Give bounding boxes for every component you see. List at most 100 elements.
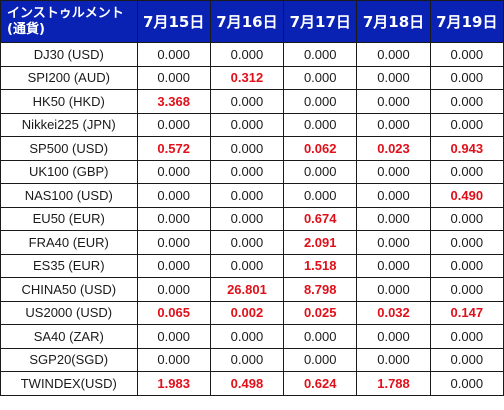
- dividend-value-cell: 0.000: [429, 42, 504, 67]
- table-row: US2000 (USD) 0.065 0.002 0.025 0.032 0.147: [0, 300, 504, 325]
- dividend-value-cell: 1.788: [356, 371, 431, 396]
- date-column-header: 7月18日: [356, 0, 431, 43]
- dividend-value-cell: 0.000: [283, 65, 358, 90]
- dividend-value-cell: 0.000: [136, 159, 211, 184]
- header-row: インストゥルメント (通貨) 7月15日 7月16日 7月17日 7月18日 7…: [0, 0, 504, 43]
- instrument-name-cell: CHINA50 (USD): [0, 277, 138, 302]
- table-row: SP500 (USD) 0.572 0.000 0.062 0.023 0.943: [0, 136, 504, 161]
- dividend-value-cell: 0.000: [356, 206, 431, 231]
- dividend-value-cell: 0.147: [429, 300, 504, 325]
- instrument-name-cell: UK100 (GBP): [0, 159, 138, 184]
- dividend-value-cell: 0.490: [429, 183, 504, 208]
- dividend-value-cell: 0.943: [429, 136, 504, 161]
- dividend-value-cell: 0.000: [136, 206, 211, 231]
- instrument-name-cell: US2000 (USD): [0, 300, 138, 325]
- dividend-value-cell: 0.000: [209, 253, 285, 278]
- table-header: インストゥルメント (通貨) 7月15日 7月16日 7月17日 7月18日 7…: [0, 0, 504, 43]
- instrument-name-cell: HK50 (HKD): [0, 89, 138, 114]
- dividend-value-cell: 0.000: [209, 206, 285, 231]
- dividend-value-cell: 26.801: [209, 277, 285, 302]
- dividend-value-cell: 0.000: [429, 112, 504, 137]
- dividend-value-cell: 0.000: [429, 89, 504, 114]
- table-row: SGP20(SGD) 0.000 0.000 0.000 0.000 0.000: [0, 347, 504, 372]
- dividend-value-cell: 0.000: [356, 253, 431, 278]
- dividend-value-cell: 0.000: [356, 42, 431, 67]
- dividend-value-cell: 0.000: [356, 112, 431, 137]
- date-column-header: 7月19日: [429, 0, 504, 43]
- instrument-name-cell: SP500 (USD): [0, 136, 138, 161]
- dividend-value-cell: 0.000: [209, 136, 285, 161]
- dividend-value-cell: 0.000: [209, 112, 285, 137]
- dividend-value-cell: 0.000: [136, 65, 211, 90]
- table-row: DJ30 (USD) 0.000 0.000 0.000 0.000 0.000: [0, 42, 504, 67]
- dividend-value-cell: 0.000: [209, 159, 285, 184]
- dividend-value-cell: 0.025: [283, 300, 358, 325]
- dividend-value-cell: 0.000: [283, 183, 358, 208]
- dividend-value-cell: 0.000: [136, 112, 211, 137]
- dividend-value-cell: 0.000: [429, 159, 504, 184]
- instrument-name-cell: EU50 (EUR): [0, 206, 138, 231]
- table-body: DJ30 (USD) 0.000 0.000 0.000 0.000 0.000 SPI20…: [0, 42, 504, 396]
- dividend-value-cell: 0.000: [283, 89, 358, 114]
- dividend-value-cell: 0.000: [136, 42, 211, 67]
- instrument-column-header: インストゥルメント (通貨): [0, 0, 138, 43]
- dividend-value-cell: 0.000: [209, 347, 285, 372]
- instrument-name-cell: ES35 (EUR): [0, 253, 138, 278]
- dividend-value-cell: 8.798: [283, 277, 358, 302]
- instrument-header-label: インストゥルメント: [7, 5, 124, 21]
- dividend-value-cell: 0.000: [136, 230, 211, 255]
- dividend-value-cell: 0.000: [209, 324, 285, 349]
- dividend-value-cell: 0.000: [429, 230, 504, 255]
- instrument-name-cell: SA40 (ZAR): [0, 324, 138, 349]
- instrument-name-cell: TWINDEX(USD): [0, 371, 138, 396]
- dividend-value-cell: 0.065: [136, 300, 211, 325]
- table-row: Nikkei225 (JPN) 0.000 0.000 0.000 0.000 0.000: [0, 112, 504, 137]
- dividend-value-cell: 0.000: [356, 347, 431, 372]
- dividend-value-cell: 0.062: [283, 136, 358, 161]
- dividend-value-cell: 0.000: [209, 42, 285, 67]
- dividend-value-cell: 0.000: [356, 277, 431, 302]
- dividend-value-cell: 3.368: [136, 89, 211, 114]
- table-row: SPI200 (AUD) 0.000 0.312 0.000 0.000 0.000: [0, 65, 504, 90]
- dividend-value-cell: 0.312: [209, 65, 285, 90]
- dividend-value-cell: 0.000: [136, 324, 211, 349]
- dividend-value-cell: 0.000: [429, 206, 504, 231]
- dividend-value-cell: 0.000: [356, 89, 431, 114]
- dividend-value-cell: 0.000: [429, 277, 504, 302]
- dividend-value-cell: 0.000: [429, 371, 504, 396]
- dividend-value-cell: 0.498: [209, 371, 285, 396]
- dividend-value-cell: 0.000: [429, 65, 504, 90]
- dividend-value-cell: 0.000: [429, 347, 504, 372]
- instrument-name-cell: SGP20(SGD): [0, 347, 138, 372]
- dividend-value-cell: 1.983: [136, 371, 211, 396]
- dividend-value-cell: 0.000: [283, 347, 358, 372]
- table-row: FRA40 (EUR) 0.000 0.000 2.091 0.000 0.000: [0, 230, 504, 255]
- dividend-value-cell: 0.000: [283, 112, 358, 137]
- table-row: ES35 (EUR) 0.000 0.000 1.518 0.000 0.000: [0, 253, 504, 278]
- dividend-value-cell: 0.000: [136, 183, 211, 208]
- dividend-value-cell: 0.002: [209, 300, 285, 325]
- instrument-name-cell: NAS100 (USD): [0, 183, 138, 208]
- dividend-value-cell: 2.091: [283, 230, 358, 255]
- dividend-value-cell: 0.000: [209, 183, 285, 208]
- dividend-value-cell: 0.674: [283, 206, 358, 231]
- dividend-value-cell: 0.000: [429, 324, 504, 349]
- dividend-value-cell: 0.000: [356, 65, 431, 90]
- dividend-value-cell: 0.000: [356, 159, 431, 184]
- dividend-value-cell: 0.000: [429, 253, 504, 278]
- dividend-value-cell: 0.000: [356, 183, 431, 208]
- dividend-value-cell: 0.000: [283, 42, 358, 67]
- currency-header-label: (通貨): [7, 21, 45, 37]
- dividend-value-cell: 0.000: [356, 230, 431, 255]
- dividend-value-cell: 0.000: [283, 159, 358, 184]
- instrument-name-cell: FRA40 (EUR): [0, 230, 138, 255]
- date-column-header: 7月15日: [136, 0, 211, 43]
- dividend-value-cell: 0.000: [209, 89, 285, 114]
- instrument-name-cell: DJ30 (USD): [0, 42, 138, 67]
- dividend-value-cell: 0.624: [283, 371, 358, 396]
- table-row: UK100 (GBP) 0.000 0.000 0.000 0.000 0.000: [0, 159, 504, 184]
- dividend-value-cell: 0.000: [283, 324, 358, 349]
- date-column-header: 7月17日: [283, 0, 358, 43]
- dividend-value-cell: 0.032: [356, 300, 431, 325]
- table-row: EU50 (EUR) 0.000 0.000 0.674 0.000 0.000: [0, 206, 504, 231]
